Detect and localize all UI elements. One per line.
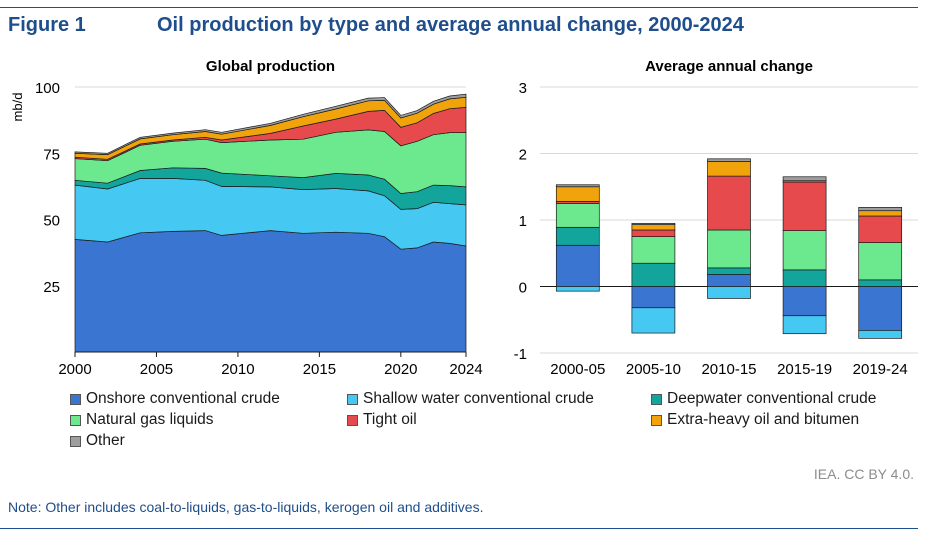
bar-segment-onshore-conventional-crude [555, 244, 600, 287]
legend-swatch [70, 414, 81, 426]
bar-x-tick-label: 2010-15 [701, 361, 756, 378]
bar-segment-tight-oil [707, 175, 751, 231]
bar-segment-deepwater-conventional-crude [782, 269, 827, 287]
legend-swatch [347, 414, 358, 426]
area-x-tick-label: 2020 [384, 361, 417, 378]
area-series-other [74, 93, 467, 155]
legend-label: Onshore conventional crude [86, 390, 280, 407]
bar-segment-deepwater-conventional-crude [555, 226, 600, 246]
note-text: Note: Other includes coal-to-liquids, ga… [8, 499, 484, 515]
area-chart-title: Global production [206, 58, 335, 75]
bar-segment-natural-gas-liquids [631, 236, 676, 264]
area-y-tick-label: 75 [43, 146, 60, 163]
bottom-rule [0, 528, 918, 529]
bar-segment-shallow-water-conventional-crude [782, 315, 827, 335]
bar-segment-other [782, 176, 827, 182]
bar-segment-shallow-water-conventional-crude [555, 286, 600, 292]
bar-segment-natural-gas-liquids [707, 229, 751, 269]
area-y-tick-label: 25 [43, 279, 60, 296]
area-x-tick-label: 2005 [140, 361, 173, 378]
legend-item: Shallow water conventional crude [347, 390, 594, 408]
bar-chart-title: Average annual change [645, 58, 813, 75]
legend-item: Extra-heavy oil and bitumen [651, 411, 859, 429]
bar-segment-extra-heavy-oil-and-bitumen [858, 210, 903, 217]
bar-segment-onshore-conventional-crude [858, 286, 903, 331]
bar-y-tick-label: 0 [519, 280, 527, 297]
area-x-tick-label: 2000 [58, 361, 91, 378]
bar-segment-extra-heavy-oil-and-bitumen [631, 224, 676, 231]
bar-y-tick-label: -1 [514, 346, 527, 363]
bar-y-tick-label: 2 [519, 147, 527, 164]
bar-segment-natural-gas-liquids [858, 242, 903, 281]
bar-segment-tight-oil [631, 229, 676, 237]
bar-segment-other [555, 184, 600, 188]
bar-segment-onshore-conventional-crude [707, 274, 751, 287]
area-y-tick-label: 100 [35, 80, 60, 97]
bar-segment-deepwater-conventional-crude [858, 279, 903, 287]
credit-text: IEA. CC BY 4.0. [813, 466, 914, 482]
bar-x-tick-label: 2005-10 [626, 361, 681, 378]
bar-segment-onshore-conventional-crude [782, 286, 827, 317]
legend-label: Other [86, 432, 125, 449]
legend-swatch [347, 393, 358, 405]
bar-segment-shallow-water-conventional-crude [631, 307, 676, 334]
legend-label: Natural gas liquids [86, 411, 214, 428]
legend-swatch [651, 414, 662, 426]
legend-swatch [651, 393, 662, 405]
legend-swatch [70, 393, 81, 405]
legend-label: Tight oil [363, 411, 417, 428]
figure-label: Figure 1 [8, 14, 86, 36]
bar-segment-deepwater-conventional-crude [631, 262, 676, 287]
bar-segment-natural-gas-liquids [555, 203, 600, 228]
figure-title: Oil production by type and average annua… [157, 14, 744, 36]
legend-label: Shallow water conventional crude [363, 390, 594, 407]
area-y-axis-label: mb/d [10, 93, 25, 122]
legend-item: Tight oil [347, 411, 417, 429]
bar-segment-other [707, 158, 751, 162]
bar-segment-other [631, 222, 676, 226]
bar-segment-extra-heavy-oil-and-bitumen [707, 161, 751, 177]
bar-segment-tight-oil [858, 215, 903, 243]
bar-segment-shallow-water-conventional-crude [707, 286, 751, 299]
legend-swatch [70, 435, 81, 447]
bar-x-tick-label: 2019-24 [853, 361, 908, 378]
legend-label: Deepwater conventional crude [667, 390, 877, 407]
area-y-tick-label: 50 [43, 213, 60, 230]
bar-segment-extra-heavy-oil-and-bitumen [555, 186, 600, 202]
legend-label: Extra-heavy oil and bitumen [667, 411, 860, 428]
legend-item: Natural gas liquids [70, 411, 214, 429]
area-x-tick-label: 2015 [303, 361, 336, 378]
bar-y-tick-label: 1 [519, 213, 527, 230]
legend-item: Other [70, 432, 125, 450]
bar-segment-deepwater-conventional-crude [707, 267, 751, 275]
area-x-tick-label: 2010 [221, 361, 254, 378]
bar-y-tick-label: 3 [519, 80, 527, 97]
bar-segment-other [858, 207, 903, 212]
bar-segment-tight-oil [782, 181, 827, 231]
bar-segment-natural-gas-liquids [782, 230, 827, 271]
top-rule [0, 7, 918, 8]
bar-x-tick-label: 2015-19 [777, 361, 832, 378]
bar-segment-onshore-conventional-crude [631, 286, 676, 309]
legend-item: Deepwater conventional crude [651, 390, 876, 408]
bar-segment-shallow-water-conventional-crude [858, 330, 903, 339]
bar-x-tick-label: 2000-05 [550, 361, 605, 378]
area-x-tick-label: 2024 [449, 361, 482, 378]
legend-item: Onshore conventional crude [70, 390, 280, 408]
